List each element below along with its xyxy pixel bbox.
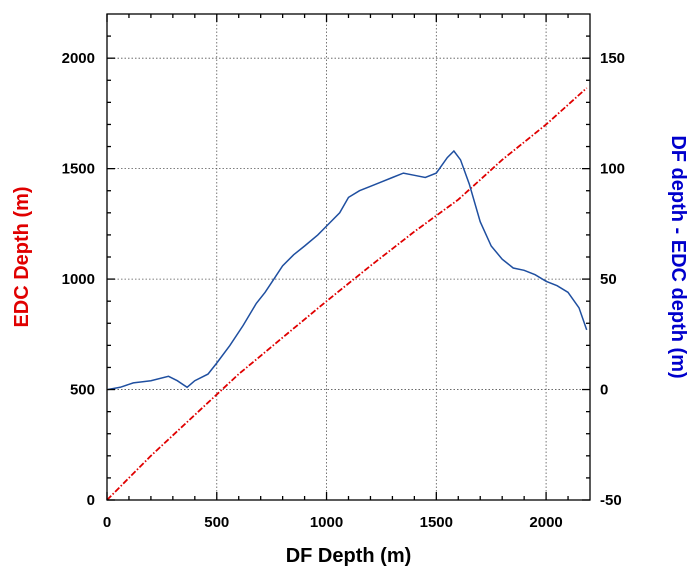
y-right-tick-label: 50 <box>600 271 617 288</box>
plot-frame <box>106 13 591 501</box>
x-tick-label: 2000 <box>529 514 562 531</box>
x-tick-label: 500 <box>204 514 229 531</box>
y-left-tick-label: 2000 <box>62 50 95 67</box>
edc-depth-line <box>106 87 588 501</box>
depth-difference-line <box>107 149 588 391</box>
y-right-tick-label: -50 <box>600 492 622 509</box>
x-tick-label: 1500 <box>420 514 453 531</box>
tick-labels: 0 500 1000 1500 2000 0 500 1000 1500 2000 -50 0 50 10… <box>62 50 625 531</box>
y-right-tick-label: 100 <box>600 161 625 178</box>
y-left-tick-label: 500 <box>70 382 95 399</box>
series-lines <box>106 87 588 501</box>
y-right-tick-label: 0 <box>600 382 608 399</box>
y-left-tick-label: 1500 <box>62 161 95 178</box>
y-right-tick-label: 150 <box>600 50 625 67</box>
x-tick-label: 1000 <box>310 514 343 531</box>
x-tick-label: 0 <box>103 514 111 531</box>
grid-lines <box>107 14 590 500</box>
y-left-tick-label: 1000 <box>62 271 95 288</box>
y-axis-right-title: DF depth - EDC depth (m) <box>667 135 689 378</box>
axis-ticks <box>106 14 590 501</box>
y-axis-left-title: EDC Depth (m) <box>11 186 33 327</box>
x-axis-title: DF Depth (m) <box>286 545 412 567</box>
y-left-tick-label: 0 <box>87 492 95 509</box>
